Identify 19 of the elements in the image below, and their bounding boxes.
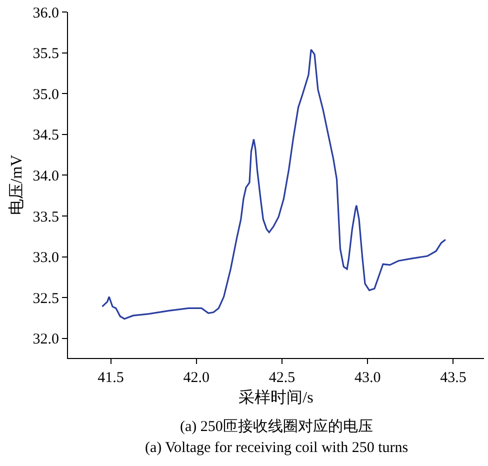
y-tick-label: 33.0 — [32, 250, 59, 266]
line-series — [101, 48, 446, 320]
y-tick-label: 32.5 — [32, 290, 59, 307]
x-tick-label: 43.0 — [354, 370, 381, 386]
y-tick-label: 34.5 — [32, 128, 59, 144]
y-tick-label: 35.5 — [32, 46, 59, 62]
x-tick-label: 41.5 — [98, 370, 124, 386]
text: (a) 250匝接收线圈对应的电压 — [180, 418, 373, 435]
y-tick-label: 36.0 — [32, 5, 59, 22]
text: (a) Voltage for receiving coil with 250 turns — [145, 440, 408, 456]
y-axis-title: 电压/mV — [8, 154, 26, 216]
x-tick-label: 43.5 — [440, 370, 466, 386]
x-tick-label: 42.0 — [183, 370, 210, 386]
y-tick-label: 35.0 — [32, 86, 59, 103]
x-axis-title: 采样时间/s — [238, 388, 314, 407]
x-tick-label: 42.5 — [268, 370, 296, 386]
y-tick-label: 32.0 — [32, 332, 59, 348]
y-tick-label: 34.0 — [32, 168, 59, 184]
y-tick-label: 33.5 — [32, 209, 59, 226]
